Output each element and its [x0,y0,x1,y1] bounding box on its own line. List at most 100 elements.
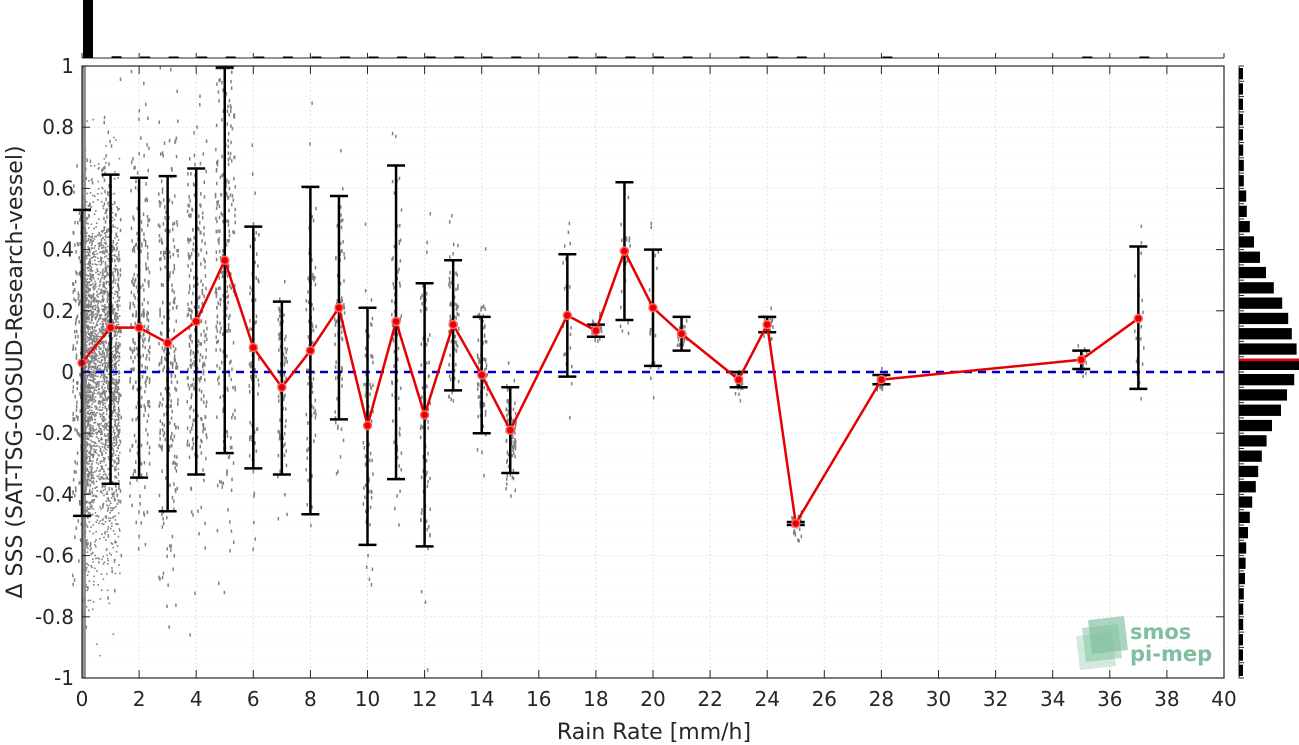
scatter-point [512,418,515,423]
scatter-point [186,399,188,404]
scatter-point [108,552,111,555]
scatter-point [177,402,179,406]
scatter-point [458,313,460,317]
scatter-point [146,143,148,147]
scatter-point [87,564,90,567]
scatter-point [172,461,174,466]
scatter-point [161,506,164,510]
scatter-point [217,339,219,343]
scatter-point [400,451,403,455]
scatter-point [115,381,117,384]
scatter-point [106,245,109,248]
scatter-point [99,271,102,274]
scatter-point [130,368,132,372]
scatter-point [279,418,281,423]
scatter-point [101,420,104,422]
scatter-point [88,452,90,454]
scatter-point [425,361,428,365]
scatter-point [133,245,136,250]
scatter-point [92,460,94,462]
scatter-point [201,239,203,243]
scatter-point [90,238,92,241]
scatter-point [102,420,105,423]
scatter-point [74,335,77,339]
scatter-point [199,353,202,357]
scatter-point [104,399,106,402]
scatter-point [117,277,120,282]
scatter-point [251,298,253,303]
scatter-point [107,130,110,135]
scatter-point [113,136,115,139]
scatter-point [88,420,91,423]
scatter-point [142,314,145,318]
scatter-point [312,328,315,333]
scatter-point [113,381,115,384]
scatter-point [112,516,115,518]
scatter-point [112,410,114,414]
scatter-point [199,203,201,207]
scatter-point [89,236,91,239]
scatter-point [506,418,509,423]
scatter-point [279,372,282,377]
scatter-point [426,527,428,532]
scatter-point [97,463,100,465]
scatter-point [103,355,105,359]
scatter-point [87,247,90,250]
scatter-point [228,208,230,213]
scatter-point [102,518,104,520]
scatter-point [72,347,74,351]
scatter-point [144,380,147,385]
scatter-point [95,428,98,431]
scatter-point [370,496,373,500]
scatter-point [425,519,428,524]
scatter-point [204,241,206,246]
scatter-point [92,294,95,297]
scatter-point [334,410,336,414]
scatter-point [117,364,120,366]
scatter-point [117,309,119,311]
scatter-point [113,442,116,444]
scatter-point [146,198,149,203]
scatter-point [229,445,232,450]
scatter-point [100,238,103,242]
scatter-point [218,204,221,208]
scatter-point [204,521,206,526]
scatter-point [92,429,94,431]
scatter-point [190,333,192,338]
scatter-point [114,421,116,426]
scatter-point [98,328,101,330]
scatter-point [148,337,150,342]
scatter-point [194,162,196,167]
scatter-point [106,264,109,267]
scatter-point [424,600,427,605]
scatter-point [116,462,119,465]
scatter-point [190,395,193,400]
scatter-point [104,256,106,258]
scatter-point [226,193,228,198]
scatter-point [72,385,75,389]
scatter-point [85,437,88,440]
scatter-point [192,247,194,252]
scatter-point [93,227,95,230]
scatter-point [88,443,91,445]
scatter-point [75,414,78,419]
scatter-point [108,253,110,256]
scatter-point [365,372,367,377]
scatter-point [88,288,90,293]
scatter-point [108,416,111,419]
scatter-point [170,404,172,408]
scatter-point [94,235,96,238]
scatter-point [95,436,98,438]
scatter-point [88,396,91,398]
scatter-point [94,362,97,365]
scatter-point [173,507,175,512]
scatter-point [104,276,106,278]
scatter-point [173,454,176,459]
scatter-point [76,381,78,385]
scatter-point [429,533,431,538]
scatter-point [96,366,99,368]
scatter-point [103,374,105,377]
scatter-point [190,213,192,217]
scatter-point [101,296,104,298]
scatter-point [422,454,424,459]
